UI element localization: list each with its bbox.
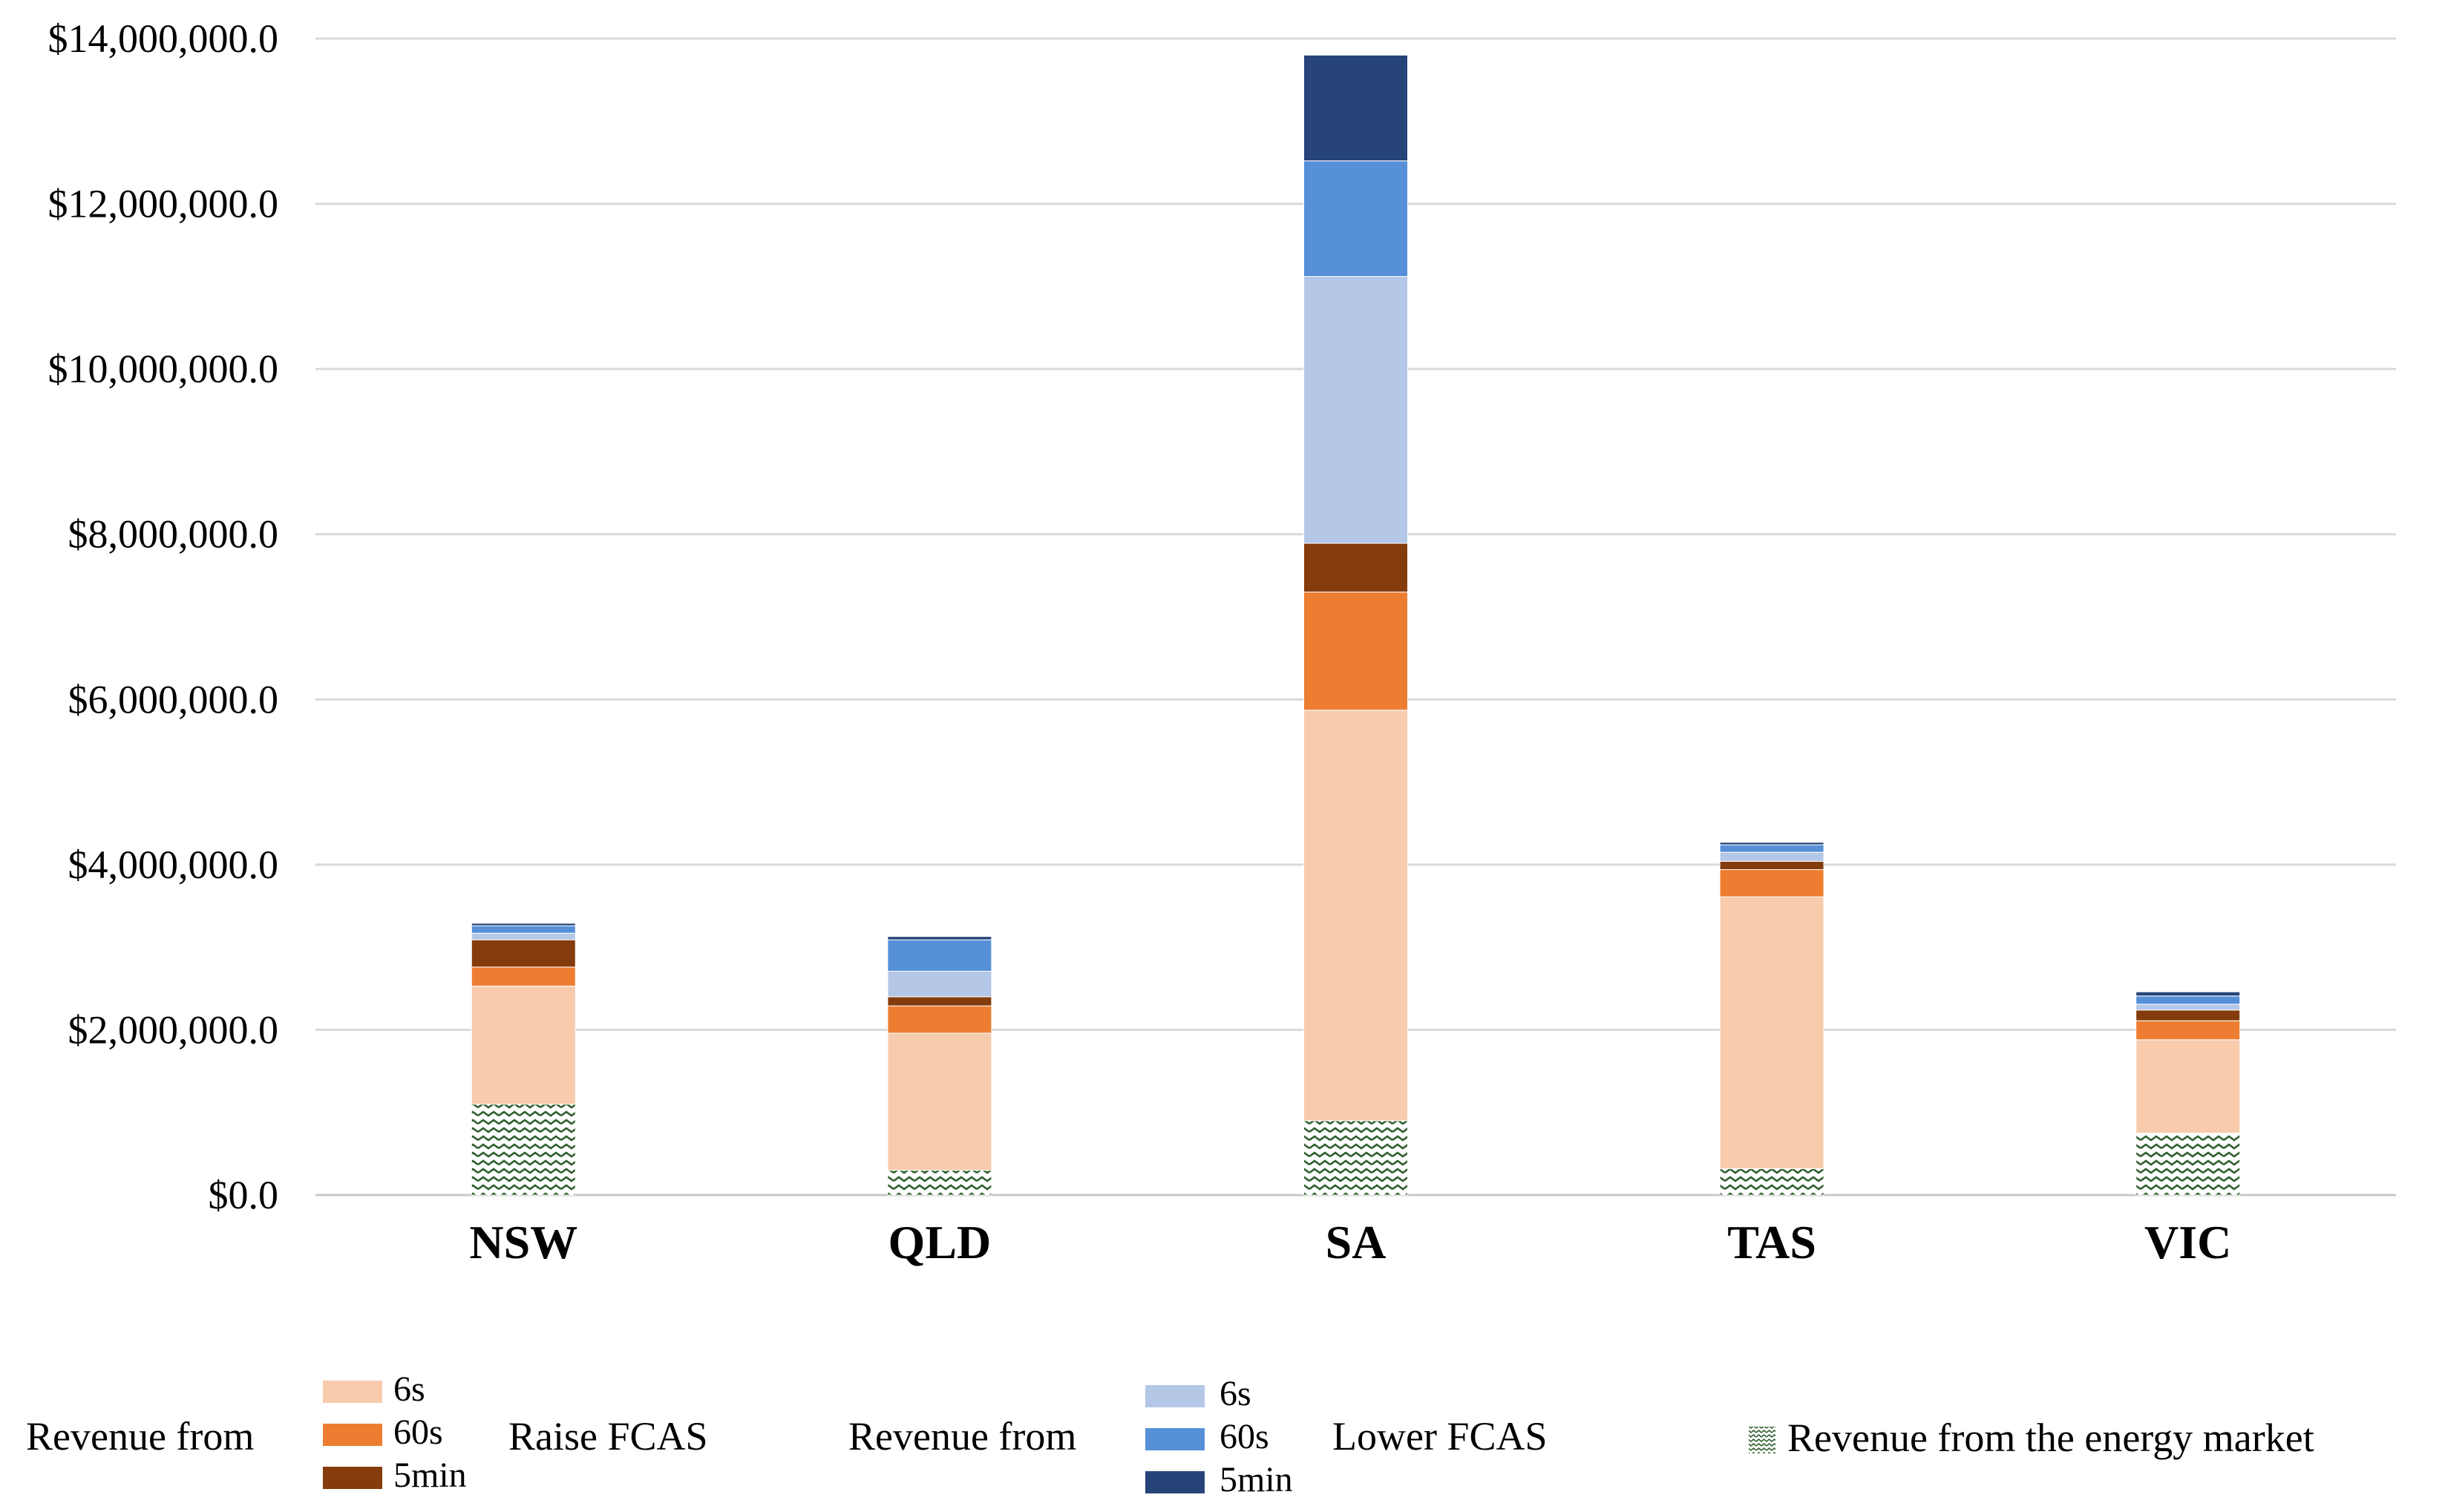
legend-swatch-lower-5min bbox=[1145, 1471, 1205, 1493]
y-tick-label: $12,000,000.0 bbox=[48, 182, 279, 226]
x-category-label: TAS bbox=[1727, 1216, 1816, 1269]
bar-segment bbox=[2135, 1020, 2241, 1041]
bar-segment bbox=[1719, 842, 1824, 845]
bar-segment bbox=[887, 939, 992, 972]
y-tick-label: $8,000,000.0 bbox=[68, 512, 279, 557]
bar-segment bbox=[1303, 54, 1408, 162]
bar-segment bbox=[1303, 1120, 1408, 1196]
bar-segment bbox=[887, 1170, 992, 1196]
bar-segment bbox=[471, 1104, 576, 1196]
bar-segment bbox=[887, 1005, 992, 1034]
legend-swatch-lower-6s bbox=[1145, 1385, 1205, 1407]
y-tick-label: $0.0 bbox=[209, 1173, 279, 1217]
y-tick-label: $10,000,000.0 bbox=[48, 347, 279, 391]
legend-raise-prefix: Revenue from bbox=[26, 1414, 254, 1459]
bar-segment bbox=[1719, 869, 1824, 897]
legend-swatch-energy bbox=[1749, 1427, 1775, 1453]
legend-swatch-raise-5min bbox=[323, 1467, 382, 1489]
bar-segment bbox=[1303, 592, 1408, 711]
bar-segment bbox=[471, 939, 576, 968]
bars bbox=[471, 54, 2241, 1196]
bar-segment bbox=[1303, 276, 1408, 544]
legend-raise-5min: 5min bbox=[393, 1456, 467, 1495]
x-axis-categories: NSW QLD SA TAS VIC bbox=[469, 1216, 2231, 1269]
bar-segment bbox=[1719, 844, 1824, 853]
y-tick-label: $14,000,000.0 bbox=[48, 16, 279, 61]
y-axis-ticks: $0.0 $2,000,000.0 $4,000,000.0 $6,000,000.0… bbox=[48, 16, 279, 1217]
legend-lower-suffix: Lower FCAS bbox=[1332, 1414, 1548, 1459]
bar-segment bbox=[471, 966, 576, 986]
bar-segment bbox=[1719, 851, 1824, 862]
bar-segment bbox=[471, 932, 576, 940]
bar-segment bbox=[1719, 1168, 1824, 1196]
y-tick-label: $2,000,000.0 bbox=[68, 1007, 279, 1052]
bar-segment bbox=[471, 923, 576, 926]
x-category-label: VIC bbox=[2144, 1216, 2231, 1269]
legend-swatch-raise-60s bbox=[323, 1424, 382, 1446]
bar-segment bbox=[887, 996, 992, 1007]
bar-segment bbox=[2135, 1004, 2241, 1011]
legend-raise-suffix: Raise FCAS bbox=[508, 1414, 708, 1459]
x-category-label: SA bbox=[1326, 1216, 1387, 1269]
bar-segment bbox=[2135, 1009, 2241, 1021]
x-category-label: NSW bbox=[469, 1216, 577, 1269]
y-tick-label: $6,000,000.0 bbox=[68, 677, 279, 721]
bar-segment bbox=[1719, 860, 1824, 871]
bar-segment bbox=[1303, 160, 1408, 278]
bar-segment bbox=[2135, 1133, 2241, 1196]
bar-segment bbox=[2135, 991, 2241, 997]
bar-segment bbox=[1719, 896, 1824, 1169]
bar-segment bbox=[2135, 1039, 2241, 1134]
bar-segment bbox=[2135, 995, 2241, 1005]
bar-segment bbox=[1303, 710, 1408, 1122]
legend-lower-5min: 5min bbox=[1220, 1460, 1293, 1499]
legend-raise-60s: 60s bbox=[393, 1413, 443, 1452]
bar-segment bbox=[1303, 543, 1408, 593]
bar-segment bbox=[887, 936, 992, 940]
legend-swatch-lower-60s bbox=[1145, 1428, 1205, 1450]
bar-segment bbox=[887, 1032, 992, 1171]
legend-lower-60s: 60s bbox=[1220, 1417, 1269, 1456]
x-category-label: QLD bbox=[888, 1216, 992, 1269]
bar-segment bbox=[471, 985, 576, 1105]
legend-energy: Revenue from the energy market bbox=[1787, 1416, 2314, 1460]
bar-segment bbox=[471, 925, 576, 934]
legend-swatch-raise-6s bbox=[323, 1381, 382, 1403]
legend-lower-6s: 6s bbox=[1220, 1374, 1251, 1413]
legend: Revenue from 6s 60s 5min Raise FCAS Reve… bbox=[26, 1369, 2314, 1499]
legend-lower-prefix: Revenue from bbox=[848, 1414, 1076, 1459]
bar-segment bbox=[887, 970, 992, 998]
legend-raise-6s: 6s bbox=[393, 1369, 425, 1409]
y-tick-label: $4,000,000.0 bbox=[68, 842, 279, 887]
